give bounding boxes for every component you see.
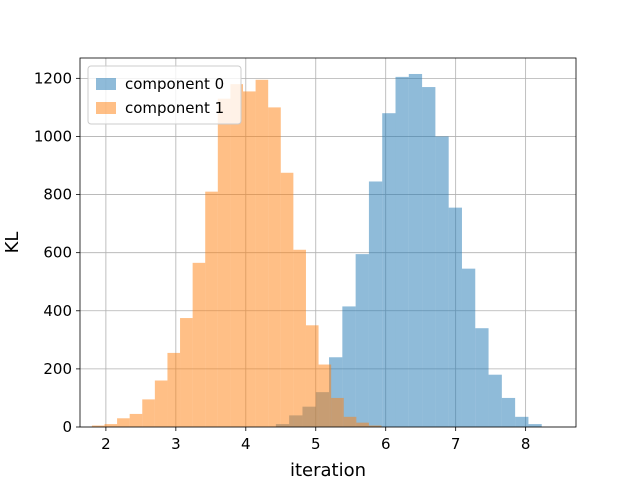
- histogram-bar: [217, 98, 231, 428]
- legend-swatch: [96, 102, 116, 114]
- histogram-bar: [461, 268, 476, 427]
- histogram-bar: [422, 87, 436, 427]
- x-tick-label: 3: [171, 435, 181, 453]
- histogram-bar: [528, 424, 542, 427]
- y-tick-label: 400: [43, 302, 72, 320]
- histogram-bar: [435, 136, 449, 427]
- histogram-bar: [331, 397, 344, 427]
- histogram-bar: [142, 399, 155, 427]
- x-tick-label: 5: [311, 435, 321, 453]
- x-tick-label: 2: [101, 435, 111, 453]
- legend-swatch: [96, 78, 116, 90]
- histogram-bar: [243, 91, 256, 427]
- histogram-bar: [117, 418, 130, 427]
- y-tick-label: 1200: [34, 69, 72, 87]
- legend-label: component 0: [125, 75, 224, 93]
- histogram-bar: [488, 374, 502, 427]
- histogram-bar: [129, 413, 143, 427]
- histogram-bar: [192, 262, 206, 427]
- histogram-bar: [395, 76, 409, 427]
- histogram-bar: [343, 416, 357, 427]
- histogram-bar: [104, 424, 118, 427]
- histogram-bar: [91, 425, 105, 427]
- histogram-bar: [448, 207, 462, 427]
- x-tick-label: 8: [521, 435, 531, 453]
- x-tick-label: 7: [451, 435, 461, 453]
- histogram-bar: [280, 172, 294, 427]
- series-0: [275, 73, 542, 428]
- y-tick-label: 200: [43, 360, 72, 378]
- histogram-bar: [515, 416, 529, 427]
- histogram-bar: [180, 318, 193, 427]
- histogram-bar: [318, 364, 332, 427]
- series-1: [91, 79, 382, 428]
- y-tick-label: 1000: [34, 127, 72, 145]
- histogram-bar: [356, 422, 369, 427]
- histogram-bar: [293, 249, 306, 427]
- histogram-bar: [368, 181, 383, 427]
- histogram-bar: [368, 425, 382, 427]
- y-ticks: 0 200 400 600 800 1000 1200: [34, 69, 80, 436]
- histogram-bar: [475, 328, 489, 427]
- histogram-bar: [167, 352, 181, 427]
- histogram-bar: [382, 113, 396, 428]
- histogram-bar: [205, 191, 218, 427]
- legend-label: component 1: [125, 99, 224, 117]
- histogram-bar: [268, 107, 281, 427]
- x-tick-label: 6: [381, 435, 391, 453]
- y-tick-label: 0: [62, 418, 72, 436]
- x-tick-label: 4: [241, 435, 251, 453]
- histogram-bar: [230, 84, 244, 428]
- legend: component 0 component 1: [87, 65, 242, 125]
- x-ticks: 2 3 4 5 6 7 8: [101, 427, 530, 453]
- histogram-bar: [342, 306, 356, 427]
- x-axis-label: iteration: [290, 460, 366, 480]
- histogram-bar: [408, 73, 423, 427]
- histogram-bar: [305, 325, 319, 427]
- bars-layer: [91, 73, 542, 428]
- histogram-bar: [255, 79, 269, 428]
- y-tick-label: 800: [43, 186, 72, 204]
- histogram-bar: [501, 397, 516, 427]
- legend-box: [87, 65, 242, 125]
- y-tick-label: 600: [43, 244, 72, 262]
- y-axis-label: KL: [2, 232, 23, 254]
- histogram-bar: [355, 254, 369, 427]
- histogram-bar: [154, 380, 168, 427]
- plot-frame: [79, 57, 577, 428]
